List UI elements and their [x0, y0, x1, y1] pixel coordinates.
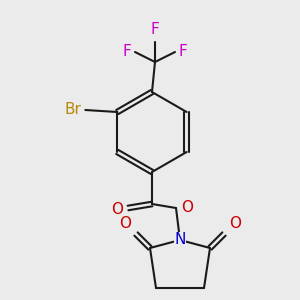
Text: O: O — [119, 216, 131, 231]
Text: F: F — [151, 22, 159, 37]
Text: O: O — [229, 216, 241, 231]
Text: N: N — [174, 232, 186, 247]
Text: O: O — [111, 202, 123, 217]
Text: F: F — [122, 44, 131, 59]
Text: Br: Br — [64, 103, 81, 118]
Text: O: O — [181, 200, 193, 215]
Text: F: F — [179, 44, 188, 59]
